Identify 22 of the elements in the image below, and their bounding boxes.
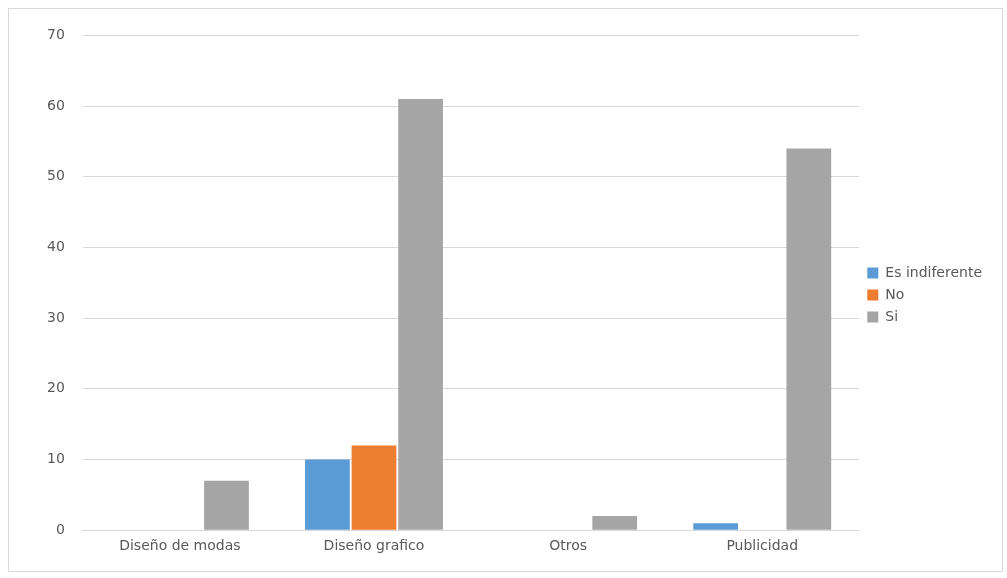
legend-label: Es indiferente bbox=[885, 263, 983, 280]
y-tick-label: 70 bbox=[46, 26, 65, 43]
y-tick-label: 0 bbox=[55, 520, 65, 537]
bar bbox=[786, 148, 832, 530]
y-tick-label: 60 bbox=[46, 96, 65, 113]
bar bbox=[592, 516, 638, 530]
bar bbox=[204, 480, 249, 530]
y-tick-label: 40 bbox=[46, 238, 65, 255]
x-tick-label: Otros bbox=[549, 537, 588, 554]
x-tick-label: Diseño de modas bbox=[119, 537, 241, 554]
bar bbox=[398, 99, 443, 530]
legend-label: Si bbox=[885, 307, 899, 324]
bar bbox=[693, 523, 739, 530]
y-tick-label: 50 bbox=[46, 167, 65, 184]
x-tick-label: Publicidad bbox=[726, 537, 799, 554]
y-tick-label: 30 bbox=[46, 308, 65, 325]
bar bbox=[351, 445, 397, 530]
x-tick-label: Diseño grafico bbox=[323, 537, 425, 554]
y-tick-label: 20 bbox=[46, 379, 65, 396]
bar bbox=[305, 459, 350, 530]
y-tick-label: 10 bbox=[46, 450, 65, 467]
legend-label: No bbox=[885, 285, 905, 302]
